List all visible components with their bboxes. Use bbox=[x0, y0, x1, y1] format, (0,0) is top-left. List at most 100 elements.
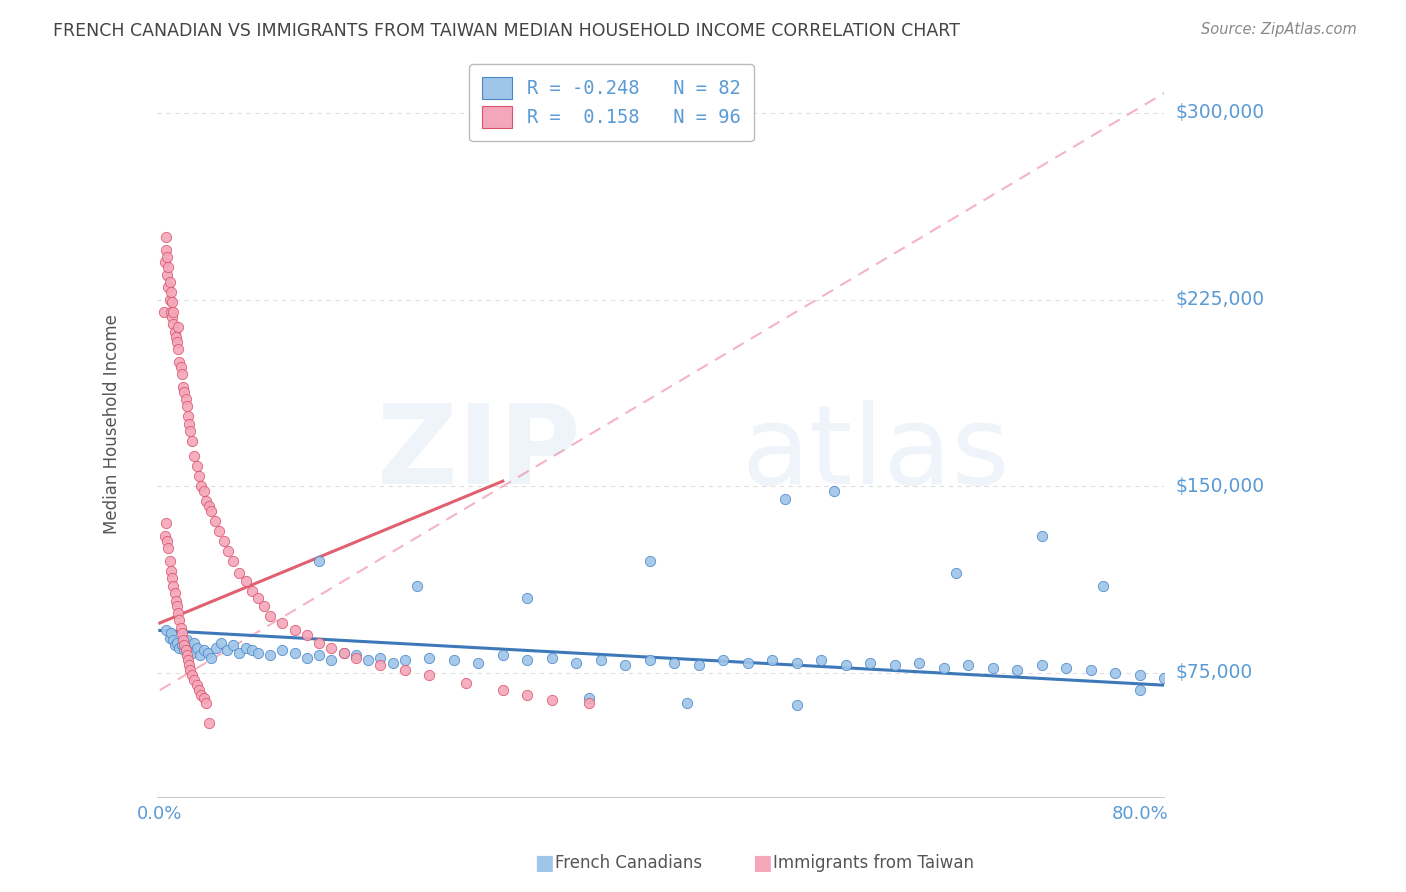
Point bbox=[169, 359, 191, 374]
Point bbox=[183, 450, 205, 464]
Point bbox=[166, 636, 188, 650]
Point bbox=[193, 643, 215, 657]
Point bbox=[222, 554, 245, 568]
Point bbox=[1031, 529, 1053, 543]
Point bbox=[516, 688, 538, 702]
Point bbox=[186, 640, 208, 655]
Text: atlas: atlas bbox=[741, 401, 1010, 508]
Point bbox=[159, 293, 181, 307]
Point bbox=[165, 593, 187, 607]
Point bbox=[786, 698, 808, 712]
Text: FRENCH CANADIAN VS IMMIGRANTS FROM TAIWAN MEDIAN HOUSEHOLD INCOME CORRELATION CH: FRENCH CANADIAN VS IMMIGRANTS FROM TAIWA… bbox=[53, 22, 960, 40]
Point bbox=[308, 554, 330, 568]
Point bbox=[183, 636, 205, 650]
Point bbox=[675, 696, 697, 710]
Point bbox=[945, 566, 967, 581]
Point bbox=[153, 255, 176, 269]
Point bbox=[204, 514, 226, 528]
Point bbox=[193, 484, 215, 499]
Point bbox=[173, 643, 195, 657]
Point bbox=[516, 591, 538, 606]
Point bbox=[193, 690, 215, 705]
Text: $225,000: $225,000 bbox=[1175, 290, 1264, 309]
Point bbox=[176, 648, 198, 663]
Point bbox=[492, 648, 515, 663]
Point bbox=[246, 591, 269, 606]
Point bbox=[155, 243, 177, 257]
Point bbox=[240, 643, 263, 657]
Point bbox=[773, 491, 796, 506]
Point bbox=[170, 626, 193, 640]
Point bbox=[176, 633, 198, 648]
Point bbox=[883, 658, 905, 673]
Point bbox=[166, 334, 188, 349]
Point bbox=[271, 615, 294, 630]
Point bbox=[179, 658, 201, 673]
Point bbox=[321, 640, 343, 655]
Point bbox=[1153, 671, 1175, 685]
Point bbox=[170, 367, 193, 381]
Point bbox=[163, 586, 186, 600]
Point bbox=[160, 571, 183, 585]
Point bbox=[394, 653, 416, 667]
Point bbox=[156, 250, 179, 264]
Point bbox=[589, 653, 612, 667]
Point bbox=[179, 663, 201, 677]
Point bbox=[162, 579, 184, 593]
Point bbox=[179, 640, 201, 655]
Point bbox=[177, 409, 200, 424]
Point bbox=[162, 318, 184, 332]
Point bbox=[1104, 665, 1126, 680]
Point bbox=[186, 459, 208, 474]
Point bbox=[835, 658, 858, 673]
Point bbox=[235, 574, 257, 588]
Point bbox=[295, 628, 318, 642]
Point bbox=[188, 469, 211, 483]
Point bbox=[173, 639, 195, 653]
Point bbox=[163, 639, 186, 653]
Point bbox=[176, 400, 198, 414]
Text: ZIP: ZIP bbox=[377, 401, 581, 508]
Point bbox=[183, 673, 205, 688]
Point bbox=[188, 683, 211, 698]
Point bbox=[1091, 579, 1114, 593]
Point bbox=[180, 668, 202, 682]
Point bbox=[357, 653, 380, 667]
Point bbox=[195, 494, 218, 508]
Point bbox=[381, 656, 404, 670]
Point bbox=[180, 646, 202, 660]
Point bbox=[198, 499, 221, 513]
Point bbox=[200, 504, 222, 518]
Point bbox=[406, 579, 429, 593]
Point bbox=[190, 688, 212, 702]
Point bbox=[155, 624, 177, 638]
Point bbox=[638, 653, 661, 667]
Point bbox=[859, 656, 882, 670]
Point bbox=[418, 650, 440, 665]
Point bbox=[172, 379, 194, 393]
Point bbox=[165, 330, 187, 344]
Point bbox=[155, 516, 177, 531]
Point bbox=[540, 650, 562, 665]
Point bbox=[197, 646, 219, 660]
Point bbox=[177, 653, 200, 667]
Point bbox=[664, 656, 686, 670]
Point bbox=[344, 650, 367, 665]
Point bbox=[308, 648, 330, 663]
Point bbox=[162, 305, 184, 319]
Point bbox=[614, 658, 637, 673]
Point bbox=[467, 656, 489, 670]
Point bbox=[321, 653, 343, 667]
Point bbox=[578, 690, 600, 705]
Point bbox=[160, 564, 183, 578]
Point bbox=[284, 624, 307, 638]
Point bbox=[394, 663, 416, 677]
Point bbox=[578, 696, 600, 710]
Point bbox=[157, 280, 180, 294]
Point bbox=[152, 305, 174, 319]
Point bbox=[212, 533, 235, 548]
Point bbox=[167, 606, 190, 620]
Point bbox=[160, 295, 183, 310]
Point bbox=[169, 355, 191, 369]
Point bbox=[418, 668, 440, 682]
